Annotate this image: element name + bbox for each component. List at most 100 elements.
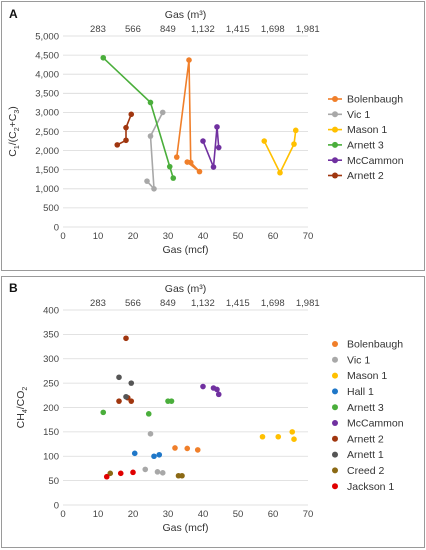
data-point-mccammon: [210, 164, 217, 170]
legend-label-hall-1: Hall 1: [347, 386, 374, 398]
x-tick-label: 20: [128, 509, 139, 520]
legend-swatch-marker: [332, 356, 338, 363]
data-point-bolenbaugh: [172, 445, 178, 451]
data-point-mccammon: [200, 138, 206, 144]
x-axis-title: Gas (mcf): [162, 244, 208, 256]
legend-swatch-marker: [332, 435, 338, 442]
legend-label-mason-1: Mason 1: [347, 124, 387, 136]
y-axis-title-subscript: 3: [14, 110, 21, 114]
data-point-arnett-3: [168, 398, 175, 404]
y-tick-label: 350: [43, 330, 59, 341]
data-point-arnett-3: [145, 411, 152, 417]
data-point-arnett-3: [100, 409, 107, 416]
data-point-jackson-1: [103, 473, 110, 480]
data-point-arnett-1: [116, 374, 122, 381]
x2-axis-title: Gas (m³): [165, 283, 206, 295]
data-point-arnett-2: [114, 142, 121, 148]
y-axis-title-part: +C: [7, 113, 19, 127]
y-axis-title-part: /(C: [7, 131, 19, 145]
legend-label-arnett-3: Arnett 3: [347, 402, 384, 414]
data-point-bolenbaugh: [186, 57, 192, 63]
y-tick-label: 250: [43, 378, 59, 389]
data-point-arnett-2: [128, 111, 135, 118]
y-axis-title-part: ): [7, 106, 19, 110]
series-line-mccammon: [202, 126, 220, 168]
legend-swatch-marker: [332, 451, 338, 458]
y-axis-title-subscript: 2: [14, 127, 21, 131]
y-tick-label: 500: [43, 203, 59, 214]
x2-tick-label: 566: [125, 24, 141, 35]
y-axis-title: CH4/CO2: [15, 387, 29, 429]
x2-axis-title: Gas (m³): [165, 9, 206, 21]
data-point-arnett-2: [128, 398, 135, 404]
legend-swatch-marker: [332, 372, 338, 379]
data-point-mccammon: [214, 386, 220, 393]
legend-swatch-marker: [332, 404, 338, 411]
data-point-arnett-3: [166, 163, 173, 170]
data-point-arnett-2: [116, 398, 122, 404]
data-point-creed-2: [179, 472, 185, 479]
legend-swatch-marker: [332, 341, 338, 347]
data-point-arnett-2: [123, 335, 129, 342]
chart-b: B 0 50 100 150 200 250 300 350 400 0 10 20 30 40 50 60 70…: [9, 281, 404, 534]
series-line-mason-1: [263, 130, 297, 175]
series-line-bolenbaugh: [175, 59, 201, 173]
data-point-arnett-3: [170, 175, 177, 181]
y-tick-label: 0: [54, 222, 59, 233]
legend-label-bolenbaugh: Bolenbaugh: [347, 94, 403, 106]
y-tick-label: 2,000: [35, 146, 59, 157]
y-axis-title-part: /CO: [15, 391, 27, 410]
data-point-arnett-3: [100, 54, 107, 61]
panel-label: B: [9, 281, 18, 295]
chart-a: A05001,0001,5002,0002,5003,0003,5004,000…: [7, 7, 404, 256]
legend-label-vic-1: Vic 1: [347, 354, 370, 366]
data-point-bolenbaugh: [196, 168, 203, 175]
legend-swatch-marker: [332, 141, 338, 148]
x2-tick-label: 1,981: [296, 24, 320, 35]
data-point-hall-1: [151, 453, 157, 460]
x-tick-label: 30: [163, 231, 174, 242]
data-point-hall-1: [156, 451, 163, 458]
x2-tick-label: 283: [90, 24, 106, 35]
y-tick-label: 50: [48, 476, 59, 487]
legend-label-arnett-3: Arnett 3: [347, 140, 384, 152]
x2-tick-label: 1,132: [191, 24, 215, 35]
y-tick-label: 400: [43, 305, 59, 316]
legend-swatch-marker: [332, 483, 338, 490]
y-tick-label: 300: [43, 354, 59, 365]
x2-tick-label: 849: [160, 298, 176, 309]
legend-swatch-marker: [332, 126, 338, 133]
x-tick-label: 70: [303, 231, 314, 242]
x2-tick-label: 849: [160, 24, 176, 35]
data-point-jackson-1: [117, 470, 124, 477]
data-point-mason-1: [275, 433, 282, 440]
data-point-mason-1: [291, 436, 297, 442]
y-tick-label: 150: [43, 427, 59, 438]
y-axis-title-subscript: 4: [22, 409, 29, 413]
x2-tick-label: 1,415: [226, 298, 250, 309]
data-point-arnett-2: [123, 124, 129, 131]
legend-label-vic-1: Vic 1: [347, 109, 370, 121]
x2-tick-label: 1,698: [261, 298, 285, 309]
legend-label-creed-2: Creed 2: [347, 465, 385, 477]
x-tick-label: 50: [233, 509, 244, 520]
series-line-arnett-3: [102, 57, 175, 179]
data-point-arnett-3: [147, 99, 154, 106]
panel-a: A 0 500 1,000 1,500 2,000 2,500 3,000 3,500 4,000…: [1, 1, 425, 271]
x2-tick-label: 1,981: [296, 298, 320, 309]
y-axis-title-subscript: 1: [14, 145, 21, 149]
x-tick-label: 50: [233, 231, 244, 242]
y-tick-label: 4,500: [35, 50, 59, 61]
data-point-vic-1: [151, 186, 157, 192]
data-point-mason-1: [291, 141, 297, 147]
data-point-jackson-1: [130, 469, 136, 476]
panel-label: A: [9, 7, 18, 21]
data-point-creed-2: [107, 470, 114, 477]
y-axis-title-part: CH: [15, 413, 27, 428]
x-tick-label: 40: [198, 509, 209, 520]
data-point-mason-1: [277, 169, 283, 176]
legend-label-jackson-1: Jackson 1: [347, 481, 394, 493]
x-tick-label: 0: [60, 231, 65, 242]
x-tick-label: 60: [268, 509, 279, 520]
